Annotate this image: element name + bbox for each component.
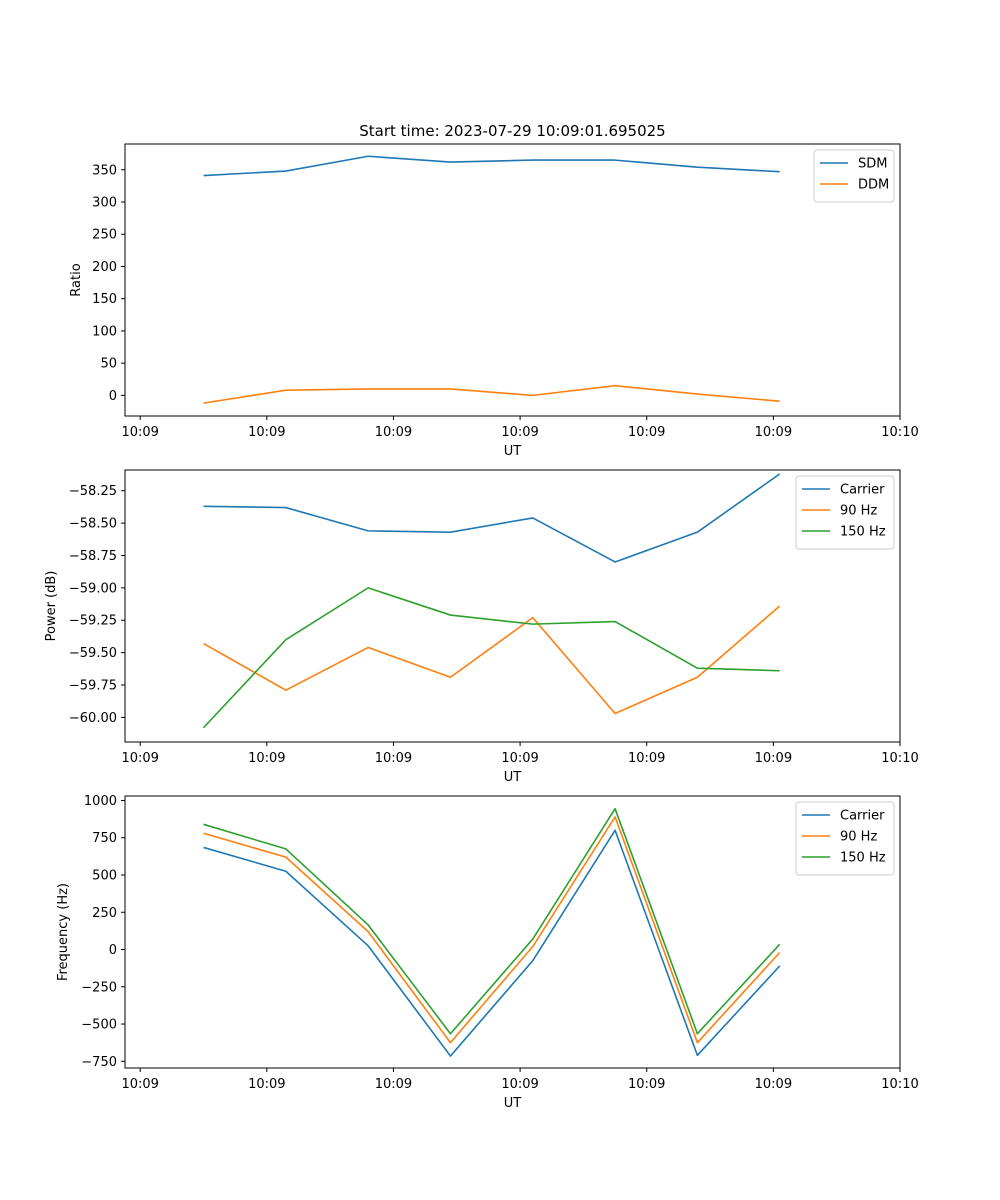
series-line-carrier bbox=[203, 829, 781, 1057]
series-line-90-hz bbox=[203, 605, 781, 715]
series-line-90-hz bbox=[203, 816, 781, 1044]
axes-frame bbox=[124, 795, 901, 1069]
y-tick-label: 350 bbox=[92, 163, 117, 178]
y-tick-label: 500 bbox=[92, 868, 117, 883]
x-tick-label: 10:09 bbox=[755, 751, 792, 766]
y-axis-label: Power (dB) bbox=[44, 571, 59, 642]
legend-label: 150 Hz bbox=[840, 851, 886, 866]
legend-label: Carrier bbox=[840, 483, 885, 498]
series-line-150-hz bbox=[203, 807, 781, 1035]
y-tick-label: 750 bbox=[92, 831, 117, 846]
x-tick-label: 10:09 bbox=[375, 425, 412, 440]
y-tick-label: 0 bbox=[109, 943, 117, 958]
chart-panel-2: 10:09 10:09 10:09 10:09 10:09 10:09 10:10 −60.0… bbox=[44, 469, 919, 785]
y-axis-label: Frequency (Hz) bbox=[56, 883, 71, 981]
y-tick-label: −58.75 bbox=[69, 549, 117, 564]
y-tick-label: −59.50 bbox=[69, 646, 117, 661]
series-line-ddm bbox=[203, 384, 780, 404]
x-axis-label: UT bbox=[504, 770, 522, 785]
y-tick-label: 1000 bbox=[84, 794, 117, 809]
x-tick-label: 10:09 bbox=[375, 751, 412, 766]
y-tick-label: 250 bbox=[92, 228, 117, 243]
y-tick-label: −750 bbox=[81, 1055, 117, 1070]
x-tick-label: 10:09 bbox=[121, 425, 158, 440]
chart-panel-1: 10:09 10:09 10:09 10:09 10:09 10:09 10:10 0 50 10… bbox=[69, 122, 919, 459]
x-tick-label: 10:09 bbox=[501, 425, 538, 440]
y-tick-label: 50 bbox=[100, 357, 117, 372]
y-tick-label: −58.25 bbox=[69, 484, 117, 499]
y-tick-label: 150 bbox=[92, 292, 117, 307]
y-tick-label: −58.50 bbox=[69, 517, 117, 532]
legend-label: DDM bbox=[858, 178, 889, 193]
x-tick-label: 10:09 bbox=[248, 751, 285, 766]
x-tick-label: 10:09 bbox=[248, 1077, 285, 1092]
legend-label: Carrier bbox=[840, 809, 885, 824]
chart-panel-3: 10:09 10:09 10:09 10:09 10:09 10:09 10:10 −750 −… bbox=[56, 794, 919, 1111]
y-tick-label: 200 bbox=[92, 260, 117, 275]
x-tick-label: 10:09 bbox=[121, 1077, 158, 1092]
x-tick-label: 10:09 bbox=[628, 1077, 665, 1092]
x-tick-label: 10:09 bbox=[755, 425, 792, 440]
x-tick-label: 10:09 bbox=[121, 751, 158, 766]
legend-label: 90 Hz bbox=[840, 504, 877, 519]
series-line-150-hz bbox=[202, 587, 780, 729]
legend: SDM DDM bbox=[813, 149, 895, 203]
x-tick-label: 10:09 bbox=[755, 1077, 792, 1092]
y-tick-label: −60.00 bbox=[69, 711, 117, 726]
series-line-carrier bbox=[203, 473, 781, 563]
legend-label: 150 Hz bbox=[840, 525, 886, 540]
legend: Carrier 90 Hz 150 Hz bbox=[795, 801, 895, 876]
y-tick-label: 300 bbox=[92, 196, 117, 211]
chart-title: Start time: 2023-07-29 10:09:01.695025 bbox=[359, 122, 665, 140]
x-tick-label: 10:09 bbox=[375, 1077, 412, 1092]
x-tick-label: 10:09 bbox=[628, 425, 665, 440]
series-line-sdm bbox=[203, 155, 780, 177]
y-tick-label: −59.25 bbox=[69, 614, 117, 629]
legend: Carrier 90 Hz 150 Hz bbox=[795, 475, 895, 550]
y-tick-label: 100 bbox=[92, 324, 117, 339]
legend-label: 90 Hz bbox=[840, 830, 877, 845]
x-tick-label: 10:09 bbox=[248, 425, 285, 440]
y-tick-label: −59.75 bbox=[69, 679, 117, 694]
legend-label: SDM bbox=[858, 157, 887, 172]
y-tick-label: −59.00 bbox=[69, 581, 117, 596]
y-axis-label: Ratio bbox=[69, 263, 84, 296]
x-axis-label: UT bbox=[504, 444, 522, 459]
x-tick-label: 10:10 bbox=[881, 1077, 918, 1092]
y-tick-label: 0 bbox=[109, 389, 117, 404]
x-tick-label: 10:10 bbox=[881, 751, 918, 766]
y-tick-label: −500 bbox=[81, 1018, 117, 1033]
axes-frame bbox=[124, 469, 901, 743]
axes-frame bbox=[124, 143, 901, 417]
y-tick-label: 250 bbox=[92, 906, 117, 921]
x-axis-label: UT bbox=[504, 1096, 522, 1111]
x-tick-label: 10:10 bbox=[881, 425, 918, 440]
x-tick-label: 10:09 bbox=[501, 751, 538, 766]
x-tick-label: 10:09 bbox=[501, 1077, 538, 1092]
y-tick-label: −250 bbox=[81, 980, 117, 995]
x-tick-label: 10:09 bbox=[628, 751, 665, 766]
